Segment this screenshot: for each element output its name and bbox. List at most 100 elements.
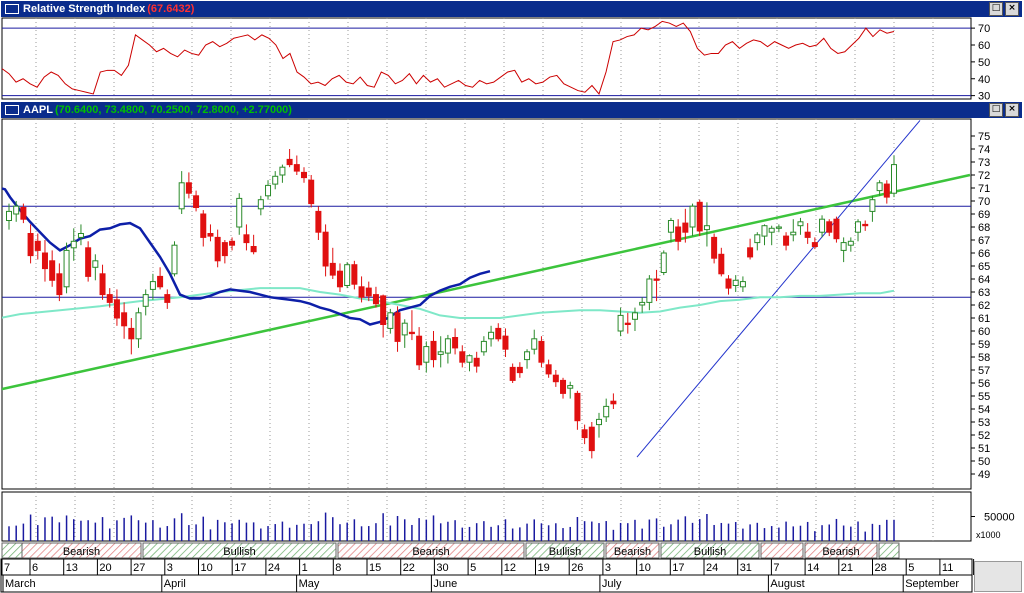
- band-edge: [760, 542, 804, 559]
- corner-scroll-box[interactable]: [974, 561, 1022, 592]
- price-tick-label: 65: [978, 261, 990, 273]
- price-tick-label: 66: [978, 248, 990, 260]
- candle-down: [624, 322, 631, 326]
- candle-up: [847, 240, 854, 246]
- candle-up: [524, 351, 531, 361]
- candle-down: [552, 374, 559, 383]
- candle-down: [41, 252, 48, 270]
- candle-down: [164, 294, 171, 303]
- candle-down: [783, 235, 790, 246]
- candle-down: [113, 299, 120, 319]
- candle-up: [790, 231, 797, 236]
- month-label: May: [299, 578, 320, 590]
- candle-down: [696, 201, 703, 232]
- candle-up: [92, 260, 99, 268]
- price-tick-label: 70: [978, 196, 990, 208]
- day-label: 30: [436, 562, 448, 574]
- day-label: 24: [268, 562, 280, 574]
- candle-up: [617, 314, 624, 332]
- candle-up: [667, 220, 674, 233]
- candle-up: [401, 322, 408, 336]
- rsi-maximize-button[interactable]: □: [989, 2, 1003, 16]
- price-close-button[interactable]: ×: [1005, 103, 1019, 117]
- price-tick-label: 53: [978, 417, 990, 429]
- window-icon: [5, 4, 19, 14]
- candle-down: [574, 392, 581, 422]
- volume-tick-label: 50000: [984, 512, 1015, 524]
- candle-down: [452, 337, 459, 349]
- candle-down: [833, 218, 840, 240]
- candle-down: [711, 236, 718, 259]
- day-label: 6: [32, 562, 38, 574]
- candle-up: [265, 184, 272, 197]
- price-tick-label: 58: [978, 352, 990, 364]
- candle-down: [351, 264, 358, 285]
- volume-panel: 50000 x1000: [1, 491, 1015, 542]
- candle-down: [365, 287, 372, 297]
- candle-up: [480, 340, 487, 353]
- sentiment-band-bear: [21, 542, 142, 559]
- rsi-title: Relative Strength Index: [23, 3, 146, 15]
- candle-down: [358, 286, 365, 298]
- day-label: 14: [807, 562, 819, 574]
- day-label: 22: [403, 562, 415, 574]
- price-tick-label: 68: [978, 222, 990, 234]
- candle-down: [250, 246, 257, 253]
- price-tick-label: 69: [978, 209, 990, 221]
- candle-down: [308, 179, 315, 205]
- candle-down: [286, 158, 293, 166]
- candle-up: [689, 205, 696, 228]
- candle-down: [243, 234, 250, 244]
- candle-up: [178, 182, 185, 210]
- candle-down: [516, 366, 523, 374]
- candle-down: [811, 242, 818, 248]
- candle-down: [56, 273, 63, 296]
- candle-down: [826, 221, 833, 233]
- day-label: 7: [4, 562, 10, 574]
- candle-down: [49, 260, 56, 281]
- price-tick-label: 52: [978, 430, 990, 442]
- sentiment-band-label: Bearish: [63, 546, 100, 558]
- price-ohlc: (70.6400, 73.4800, 70.2500, 72.8000, +2.…: [54, 104, 292, 116]
- candle-up: [387, 312, 394, 329]
- window-icon: [5, 105, 19, 115]
- candle-down: [416, 335, 423, 366]
- candle-down: [99, 273, 106, 296]
- candle-up: [819, 218, 826, 233]
- candle-down: [610, 400, 617, 405]
- price-panel: 7574737271706968676665646362616059585756…: [1, 118, 990, 490]
- candle-down: [185, 182, 192, 194]
- candle-down: [293, 164, 300, 172]
- day-label: 24: [706, 562, 718, 574]
- candle-up: [855, 221, 862, 233]
- date-axis: 7 6 13 20 27 3 10 17 24 1 8 15 22 30 5 12 19 26 3 10 17 24 31 7…: [0, 558, 988, 593]
- rsi-close-button[interactable]: ×: [1005, 2, 1019, 16]
- candle-down: [34, 240, 41, 251]
- price-tick-label: 61: [978, 313, 990, 325]
- candle-down: [372, 294, 379, 305]
- candle-up: [660, 252, 667, 273]
- candle-down: [221, 242, 228, 257]
- candle-down: [408, 331, 415, 335]
- candle-down: [200, 213, 207, 238]
- price-tick-label: 71: [978, 183, 990, 195]
- day-label: 10: [639, 562, 651, 574]
- candle-up: [466, 355, 473, 363]
- candle-up: [775, 226, 782, 229]
- candle-down: [473, 357, 480, 367]
- candle-up: [876, 182, 883, 192]
- sentiment-bands: Bearish Bullish Bearish Bullish Bearish Bulli…: [1, 542, 900, 559]
- candle-down: [106, 294, 113, 303]
- rsi-title-bar: Relative Strength Index (67.6432) □ ×: [1, 1, 1022, 17]
- candle-down: [682, 222, 689, 233]
- rsi-plot-area: [1, 17, 972, 100]
- candle-up: [135, 312, 142, 340]
- month-label: July: [602, 578, 622, 590]
- candle-up: [739, 281, 746, 288]
- volume-plot-area: [1, 491, 972, 542]
- candle-down: [329, 262, 336, 276]
- rsi-value: (67.6432): [147, 3, 195, 15]
- candle-up: [531, 338, 538, 350]
- candle-up: [344, 264, 351, 287]
- price-maximize-button[interactable]: □: [989, 103, 1003, 117]
